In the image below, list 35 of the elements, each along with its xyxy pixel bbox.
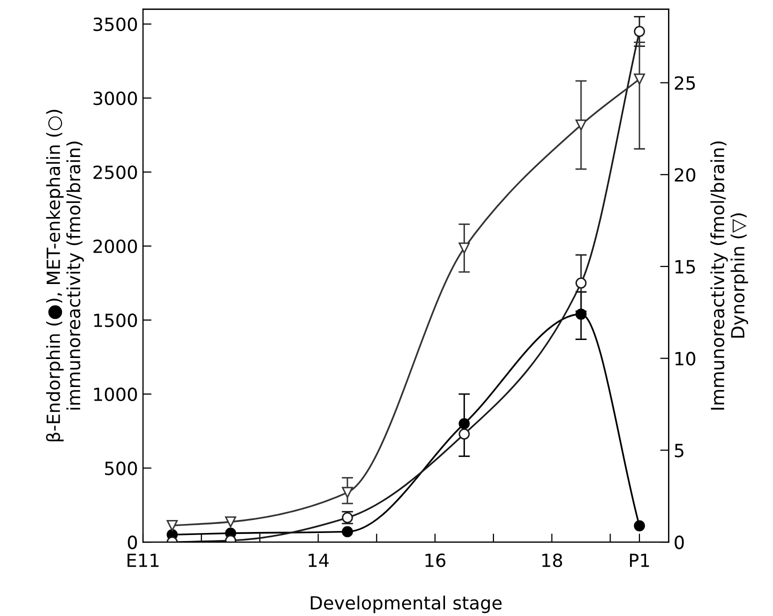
point [225,516,236,528]
point [342,526,353,538]
point [458,418,470,430]
point [634,74,645,85]
y-tick-label: 3500 [94,18,137,32]
point [458,428,470,440]
y2-tick-label: 20 [674,168,696,182]
y-tick-label: 1000 [94,388,137,402]
point [575,278,587,289]
x-tick-label: E11 [128,554,159,567]
point [458,242,470,254]
y-tick-label: 2500 [94,166,137,180]
y-tick-label: 2000 [94,240,137,254]
x-tick-label: 16 [426,554,446,568]
point [342,486,353,498]
point [634,520,645,532]
y-tick-label: 0 [128,536,137,550]
y2-tick-label: 25 [674,76,695,90]
y2-axis-title: Immunoreactivity (fmol/brain) Dynorphin (▽) [710,141,748,410]
x-tick-label: 14 [308,554,329,567]
y-tick-label: 3000 [94,92,137,106]
x-axis-title: Developmental stage [310,596,502,614]
x-tick-label: P1 [630,554,649,567]
x-tick-label: 18 [542,554,562,568]
y-tick-label: 500 [105,462,137,476]
point [575,119,587,131]
y2-tick-label: 15 [675,260,695,274]
y2-tick-label: 0 [674,536,684,550]
point [575,308,587,320]
y2-tick-label: 5 [674,444,684,458]
y2-tick-label: 10 [675,352,696,366]
point [166,520,178,532]
y-axis-title: β-Endorphin (●), MET-enkephalin (○) immunoreactivity (fmol/brain) [46,110,84,442]
point [634,26,645,37]
y-tick-label: 1500 [94,314,137,328]
